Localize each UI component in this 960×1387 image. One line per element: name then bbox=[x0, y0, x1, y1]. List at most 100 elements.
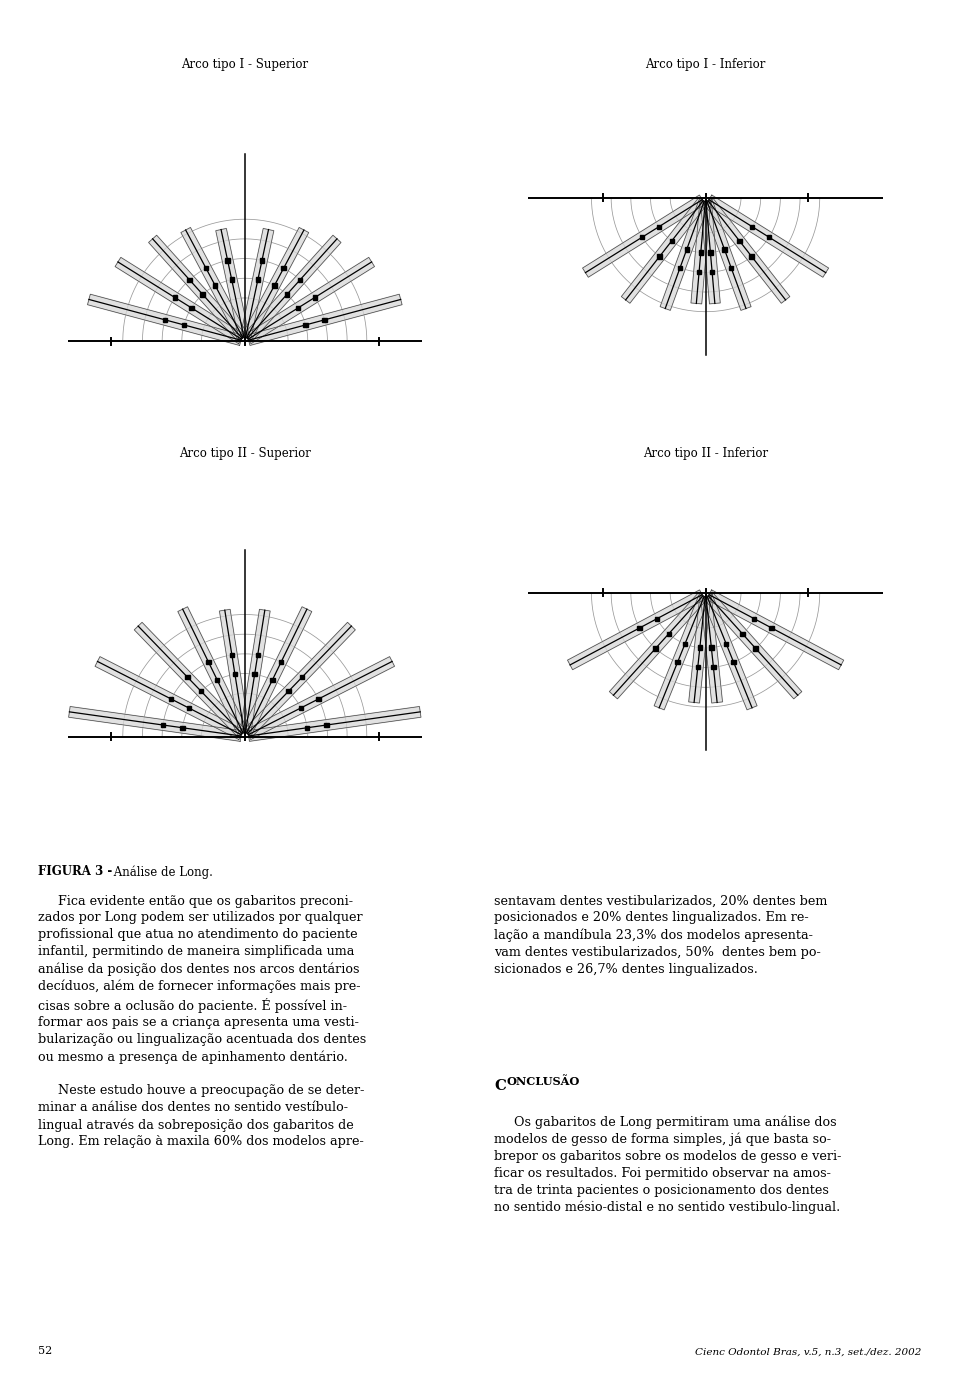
Bar bbox=[181, 323, 186, 327]
Bar bbox=[752, 617, 756, 621]
Polygon shape bbox=[691, 201, 710, 304]
Bar bbox=[754, 646, 757, 651]
Text: Cienc Odontol Bras, v.5, n.3, set./dez. 2002: Cienc Odontol Bras, v.5, n.3, set./dez. … bbox=[695, 1348, 922, 1356]
Text: Arco tipo II - Superior: Arco tipo II - Superior bbox=[179, 447, 311, 459]
Bar bbox=[676, 660, 680, 664]
Bar bbox=[737, 239, 742, 243]
Bar bbox=[678, 266, 683, 270]
Bar bbox=[655, 617, 660, 621]
Text: sentavam dentes vestibularizados, 20% dentes bem
posicionados e 20% dentes lingu: sentavam dentes vestibularizados, 20% de… bbox=[494, 895, 828, 975]
Polygon shape bbox=[244, 623, 355, 738]
Bar bbox=[637, 626, 641, 630]
Bar bbox=[173, 295, 177, 300]
Polygon shape bbox=[707, 589, 844, 670]
Polygon shape bbox=[69, 706, 242, 741]
Bar bbox=[767, 234, 771, 240]
Polygon shape bbox=[621, 197, 708, 304]
Polygon shape bbox=[702, 200, 751, 311]
Bar bbox=[666, 631, 671, 637]
Bar bbox=[711, 664, 715, 670]
Bar bbox=[299, 706, 303, 710]
Bar bbox=[298, 277, 302, 282]
Bar bbox=[316, 696, 321, 702]
Bar bbox=[669, 239, 674, 243]
Bar bbox=[186, 706, 191, 710]
Polygon shape bbox=[115, 258, 245, 344]
Polygon shape bbox=[610, 592, 707, 699]
Bar bbox=[697, 270, 701, 275]
Polygon shape bbox=[216, 229, 250, 338]
Polygon shape bbox=[701, 596, 723, 703]
Bar bbox=[683, 642, 687, 646]
Bar bbox=[229, 653, 234, 657]
Polygon shape bbox=[705, 592, 802, 699]
Text: Arco tipo I - Superior: Arco tipo I - Superior bbox=[181, 58, 308, 71]
Bar bbox=[696, 664, 700, 670]
Bar bbox=[199, 689, 204, 694]
Bar bbox=[229, 277, 234, 282]
Polygon shape bbox=[248, 294, 402, 345]
Bar bbox=[189, 305, 194, 311]
Bar bbox=[657, 225, 661, 229]
Polygon shape bbox=[242, 606, 312, 735]
Bar bbox=[255, 277, 260, 282]
Polygon shape bbox=[248, 706, 420, 741]
Bar bbox=[323, 318, 326, 322]
Polygon shape bbox=[178, 606, 248, 735]
Bar bbox=[722, 247, 727, 251]
Bar bbox=[260, 258, 264, 262]
Bar bbox=[658, 254, 661, 258]
Bar bbox=[699, 250, 703, 255]
Bar bbox=[204, 266, 208, 270]
Bar bbox=[724, 642, 729, 646]
Polygon shape bbox=[149, 236, 246, 343]
Bar bbox=[640, 234, 644, 240]
Bar bbox=[296, 305, 300, 311]
Polygon shape bbox=[180, 227, 248, 340]
Polygon shape bbox=[134, 623, 246, 738]
Bar bbox=[180, 725, 184, 730]
Polygon shape bbox=[242, 227, 309, 340]
Polygon shape bbox=[246, 656, 395, 739]
Bar bbox=[750, 254, 754, 258]
Bar bbox=[187, 277, 192, 282]
Bar bbox=[232, 673, 237, 677]
Polygon shape bbox=[245, 258, 374, 344]
Bar bbox=[169, 696, 174, 702]
Polygon shape bbox=[706, 196, 828, 277]
Bar bbox=[160, 723, 165, 727]
Bar bbox=[206, 660, 211, 664]
Bar bbox=[654, 646, 658, 651]
Bar bbox=[213, 283, 217, 287]
Polygon shape bbox=[702, 595, 757, 710]
Bar bbox=[215, 678, 219, 682]
Bar bbox=[226, 258, 229, 262]
Bar bbox=[281, 266, 286, 270]
Bar bbox=[255, 653, 260, 657]
Polygon shape bbox=[87, 294, 242, 345]
Polygon shape bbox=[240, 229, 274, 338]
Bar bbox=[201, 293, 204, 297]
Bar bbox=[271, 678, 275, 682]
Bar bbox=[324, 723, 329, 727]
Bar bbox=[740, 631, 745, 637]
Bar bbox=[163, 318, 167, 322]
Bar bbox=[286, 689, 291, 694]
Bar bbox=[278, 660, 283, 664]
Polygon shape bbox=[660, 200, 709, 311]
Polygon shape bbox=[704, 197, 790, 304]
Bar bbox=[709, 645, 713, 651]
Text: FIGURA 3 -: FIGURA 3 - bbox=[38, 865, 117, 878]
Polygon shape bbox=[220, 609, 250, 734]
Polygon shape bbox=[240, 609, 270, 734]
Polygon shape bbox=[688, 596, 710, 703]
Bar bbox=[303, 323, 308, 327]
Polygon shape bbox=[701, 201, 720, 304]
Bar bbox=[684, 247, 689, 251]
Bar bbox=[185, 675, 189, 680]
Text: Fica evidente então que os gabaritos preconi-
zados por Long podem ser utilizado: Fica evidente então que os gabaritos pre… bbox=[38, 895, 367, 1148]
Text: Arco tipo I - Inferior: Arco tipo I - Inferior bbox=[645, 58, 766, 71]
Polygon shape bbox=[95, 656, 244, 739]
Text: Análise de Long.: Análise de Long. bbox=[110, 865, 213, 879]
Polygon shape bbox=[244, 236, 341, 343]
